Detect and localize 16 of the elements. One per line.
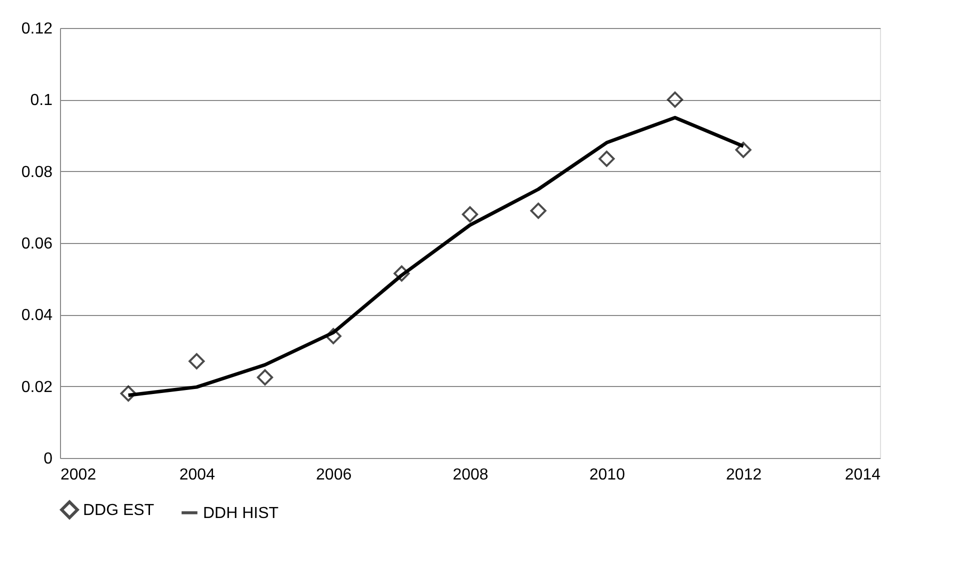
y-tick-label: 0.08 <box>21 164 53 181</box>
legend-label: DDG EST <box>83 502 154 519</box>
y-tick-label: 0.04 <box>21 307 53 324</box>
x-tick-label: 2006 <box>316 466 352 484</box>
x-tick-label: 2008 <box>452 466 488 484</box>
x-tick-label: 2002 <box>60 466 96 484</box>
y-tick-label: 0.06 <box>21 236 53 252</box>
x-tick-label: 2012 <box>726 466 762 484</box>
y-tick-label: 0.1 <box>30 92 53 110</box>
x-tick-label: 2010 <box>589 466 626 484</box>
y-tick-label: 0.02 <box>21 378 53 396</box>
y-tick-label: 0.12 <box>21 20 53 38</box>
x-tick-label: 2004 <box>179 466 216 484</box>
x-tick-label: 2014 <box>844 466 881 484</box>
legend-label: DDH HIST <box>203 504 279 522</box>
y-tick-label: 0 <box>44 450 53 468</box>
